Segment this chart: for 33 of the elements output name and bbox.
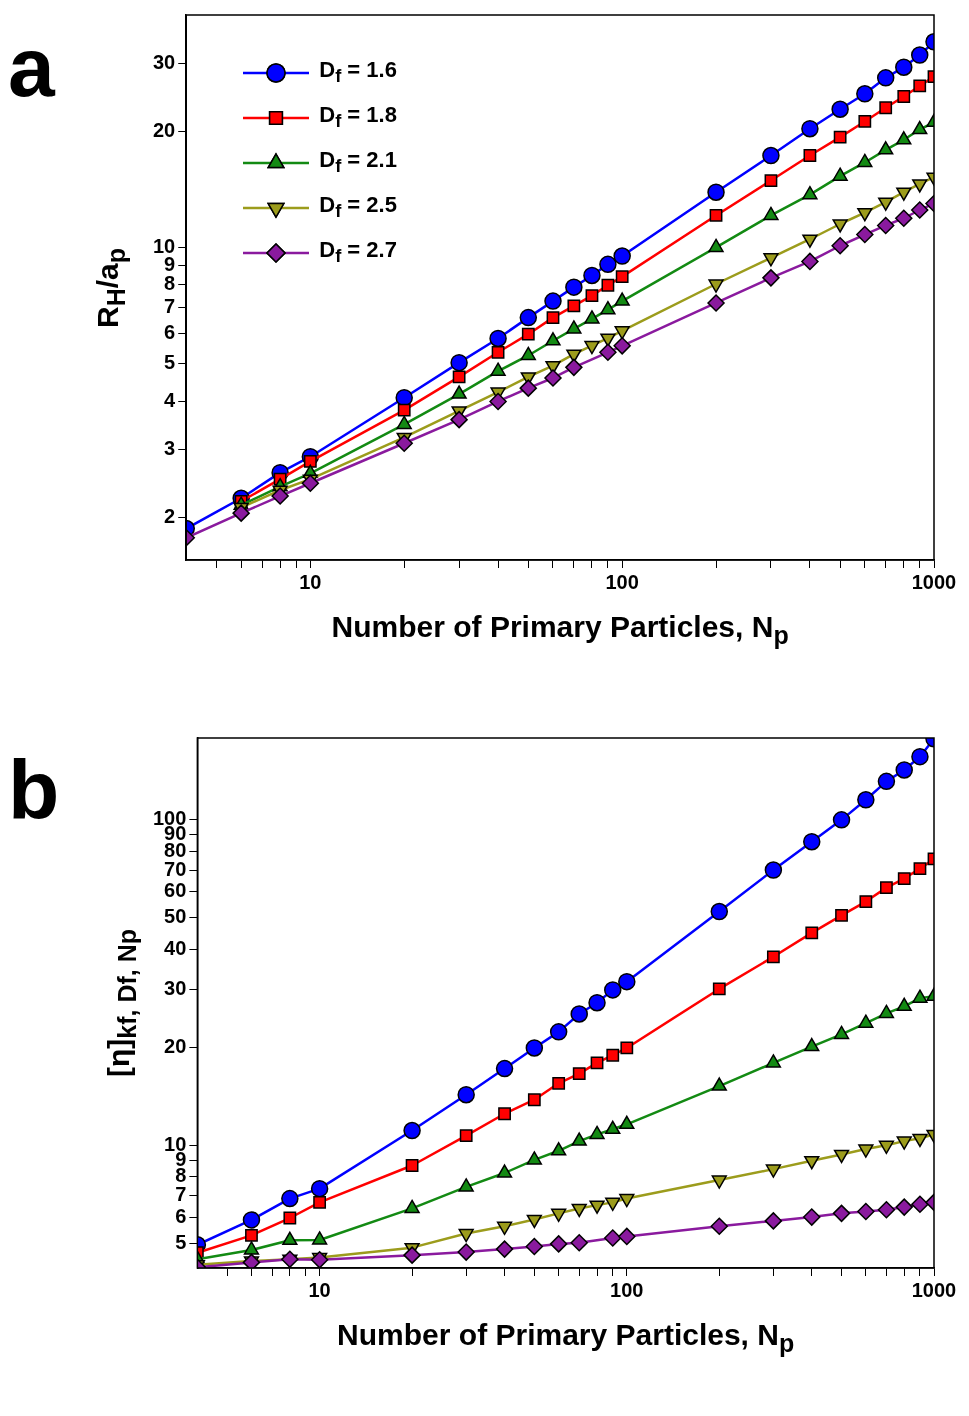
y-tick-label: 70 — [164, 857, 187, 880]
legend-label: D$_{f}$ = 1.8 — [319, 102, 397, 133]
y-tick-label: 30 — [153, 50, 176, 73]
chart-title: b — [8, 743, 60, 837]
y-tick-label: 30 — [164, 977, 187, 1000]
y-tick-label: 60 — [164, 879, 187, 902]
chart-title: a — [8, 20, 55, 114]
y-tick-label: 5 — [175, 1230, 187, 1253]
x-tick-label: 1000 — [911, 1278, 957, 1301]
legend-label: D$_{f}$ = 2.5 — [319, 192, 397, 223]
x-axis-title: Number of Primary Particles, N$_{p}$ — [331, 610, 789, 650]
legend-label: D$_{f}$ = 2.7 — [319, 237, 397, 268]
y-tick-label: 4 — [164, 388, 177, 411]
x-tick-label: 100 — [605, 570, 639, 593]
y-tick-label: 2 — [164, 504, 176, 527]
y-tick-label: 5 — [164, 351, 176, 374]
y-tick-label: 7 — [175, 1183, 187, 1206]
x-tick-label: 100 — [610, 1278, 644, 1301]
y-tick-label: 8 — [164, 272, 176, 295]
y-tick-label: 6 — [175, 1205, 187, 1228]
y-tick-label: 7 — [164, 294, 176, 317]
x-axis-title: Number of Primary Particles, N$_{p}$ — [337, 1318, 795, 1358]
y-tick-label: 20 — [153, 118, 176, 141]
y-tick-label: 6 — [164, 320, 176, 343]
x-tick-label: 10 — [299, 570, 322, 593]
x-tick-label: 10 — [308, 1278, 331, 1301]
y-tick-label: 40 — [164, 936, 187, 959]
y-tick-label: 20 — [164, 1034, 187, 1057]
x-tick-label: 1000 — [911, 570, 957, 593]
legend-label: D$_{f}$ = 1.6 — [319, 57, 397, 88]
y-tick-label: 3 — [164, 436, 176, 459]
legend-label: D$_{f}$ = 2.1 — [319, 147, 397, 178]
y-tick-label: 50 — [164, 905, 187, 928]
